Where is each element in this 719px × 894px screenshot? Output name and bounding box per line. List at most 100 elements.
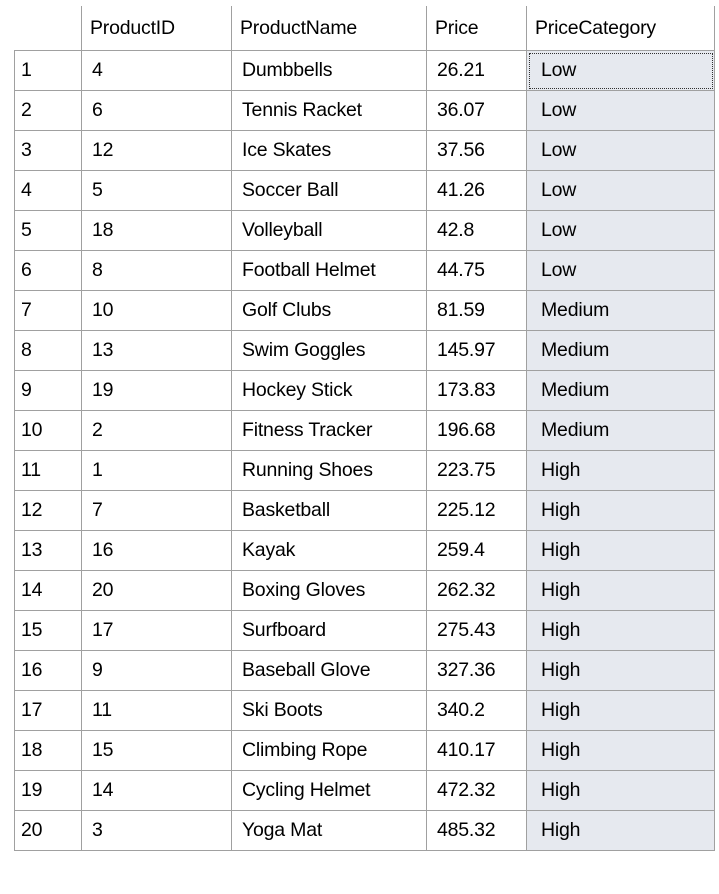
pricecategory-cell[interactable]: Medium <box>526 330 715 371</box>
price-cell[interactable]: 340.2 <box>426 690 527 731</box>
row-number-cell[interactable]: 1 <box>14 50 82 91</box>
pricecategory-cell[interactable]: High <box>526 690 715 731</box>
pricecategory-cell[interactable]: High <box>526 450 715 491</box>
productid-cell[interactable]: 17 <box>81 610 232 651</box>
row-number-cell[interactable]: 18 <box>14 730 82 771</box>
row-number-cell[interactable]: 11 <box>14 450 82 491</box>
table-row[interactable]: 16 9 Baseball Glove 327.36 High <box>14 650 715 691</box>
row-number-cell[interactable]: 7 <box>14 290 82 331</box>
row-number-cell[interactable]: 20 <box>14 810 82 851</box>
pricecategory-cell[interactable]: Medium <box>526 370 715 411</box>
row-number-cell[interactable]: 12 <box>14 490 82 531</box>
productid-cell[interactable]: 6 <box>81 90 232 131</box>
pricecategory-cell[interactable]: High <box>526 650 715 691</box>
price-cell[interactable]: 26.21 <box>426 50 527 91</box>
price-cell[interactable]: 41.26 <box>426 170 527 211</box>
table-row[interactable]: 10 2 Fitness Tracker 196.68 Medium <box>14 410 715 451</box>
productname-cell[interactable]: Yoga Mat <box>231 810 427 851</box>
productid-cell[interactable]: 16 <box>81 530 232 571</box>
price-cell[interactable]: 275.43 <box>426 610 527 651</box>
productid-cell[interactable]: 12 <box>81 130 232 171</box>
table-row[interactable]: 13 16 Kayak 259.4 High <box>14 530 715 571</box>
productid-cell[interactable]: 8 <box>81 250 232 291</box>
table-row[interactable]: 14 20 Boxing Gloves 262.32 High <box>14 570 715 611</box>
row-number-cell[interactable]: 4 <box>14 170 82 211</box>
pricecategory-cell[interactable]: Low <box>526 170 715 211</box>
pricecategory-cell[interactable]: High <box>526 610 715 651</box>
table-row[interactable]: 11 1 Running Shoes 223.75 High <box>14 450 715 491</box>
price-cell[interactable]: 259.4 <box>426 530 527 571</box>
row-number-cell[interactable]: 19 <box>14 770 82 811</box>
productname-cell[interactable]: Running Shoes <box>231 450 427 491</box>
price-cell[interactable]: 485.32 <box>426 810 527 851</box>
table-row[interactable]: 7 10 Golf Clubs 81.59 Medium <box>14 290 715 331</box>
pricecategory-cell[interactable]: Low <box>526 50 715 91</box>
table-row[interactable]: 18 15 Climbing Rope 410.17 High <box>14 730 715 771</box>
table-row[interactable]: 1 4 Dumbbells 26.21 Low <box>14 50 715 91</box>
productid-cell[interactable]: 3 <box>81 810 232 851</box>
pricecategory-cell[interactable]: High <box>526 730 715 771</box>
price-cell[interactable]: 196.68 <box>426 410 527 451</box>
table-row[interactable]: 12 7 Basketball 225.12 High <box>14 490 715 531</box>
pricecategory-cell[interactable]: High <box>526 810 715 851</box>
price-cell[interactable]: 173.83 <box>426 370 527 411</box>
row-number-cell[interactable]: 6 <box>14 250 82 291</box>
productid-cell[interactable]: 10 <box>81 290 232 331</box>
table-row[interactable]: 15 17 Surfboard 275.43 High <box>14 610 715 651</box>
pricecategory-cell[interactable]: Low <box>526 130 715 171</box>
productname-cell[interactable]: Tennis Racket <box>231 90 427 131</box>
table-row[interactable]: 6 8 Football Helmet 44.75 Low <box>14 250 715 291</box>
productname-cell[interactable]: Volleyball <box>231 210 427 251</box>
productname-cell[interactable]: Soccer Ball <box>231 170 427 211</box>
productname-cell[interactable]: Swim Goggles <box>231 330 427 371</box>
productid-cell[interactable]: 19 <box>81 370 232 411</box>
productid-cell[interactable]: 20 <box>81 570 232 611</box>
column-header-price[interactable]: Price <box>426 6 527 51</box>
table-row[interactable]: 4 5 Soccer Ball 41.26 Low <box>14 170 715 211</box>
column-header-productid[interactable]: ProductID <box>81 6 232 51</box>
productname-cell[interactable]: Cycling Helmet <box>231 770 427 811</box>
price-cell[interactable]: 410.17 <box>426 730 527 771</box>
productname-cell[interactable]: Climbing Rope <box>231 730 427 771</box>
pricecategory-cell[interactable]: Medium <box>526 410 715 451</box>
price-cell[interactable]: 262.32 <box>426 570 527 611</box>
productname-cell[interactable]: Golf Clubs <box>231 290 427 331</box>
table-row[interactable]: 9 19 Hockey Stick 173.83 Medium <box>14 370 715 411</box>
productid-cell[interactable]: 13 <box>81 330 232 371</box>
pricecategory-cell[interactable]: High <box>526 770 715 811</box>
price-cell[interactable]: 223.75 <box>426 450 527 491</box>
price-cell[interactable]: 327.36 <box>426 650 527 691</box>
productid-cell[interactable]: 7 <box>81 490 232 531</box>
row-number-cell[interactable]: 2 <box>14 90 82 131</box>
productid-cell[interactable]: 1 <box>81 450 232 491</box>
productid-cell[interactable]: 18 <box>81 210 232 251</box>
productname-cell[interactable]: Ice Skates <box>231 130 427 171</box>
table-row[interactable]: 19 14 Cycling Helmet 472.32 High <box>14 770 715 811</box>
price-cell[interactable]: 44.75 <box>426 250 527 291</box>
table-row[interactable]: 5 18 Volleyball 42.8 Low <box>14 210 715 251</box>
productid-cell[interactable]: 5 <box>81 170 232 211</box>
pricecategory-cell[interactable]: Low <box>526 90 715 131</box>
pricecategory-cell[interactable]: High <box>526 570 715 611</box>
row-number-cell[interactable]: 15 <box>14 610 82 651</box>
productid-cell[interactable]: 15 <box>81 730 232 771</box>
productname-cell[interactable]: Baseball Glove <box>231 650 427 691</box>
price-cell[interactable]: 472.32 <box>426 770 527 811</box>
column-header-productname[interactable]: ProductName <box>231 6 427 51</box>
price-cell[interactable]: 37.56 <box>426 130 527 171</box>
productid-cell[interactable]: 2 <box>81 410 232 451</box>
row-number-cell[interactable]: 9 <box>14 370 82 411</box>
productid-cell[interactable]: 4 <box>81 50 232 91</box>
productname-cell[interactable]: Ski Boots <box>231 690 427 731</box>
corner-header[interactable] <box>14 6 82 51</box>
pricecategory-cell[interactable]: High <box>526 530 715 571</box>
column-header-pricecategory[interactable]: PriceCategory <box>526 6 715 51</box>
row-number-cell[interactable]: 17 <box>14 690 82 731</box>
pricecategory-cell[interactable]: Medium <box>526 290 715 331</box>
productid-cell[interactable]: 14 <box>81 770 232 811</box>
pricecategory-cell[interactable]: Low <box>526 210 715 251</box>
pricecategory-cell[interactable]: Low <box>526 250 715 291</box>
price-cell[interactable]: 225.12 <box>426 490 527 531</box>
price-cell[interactable]: 42.8 <box>426 210 527 251</box>
productname-cell[interactable]: Surfboard <box>231 610 427 651</box>
